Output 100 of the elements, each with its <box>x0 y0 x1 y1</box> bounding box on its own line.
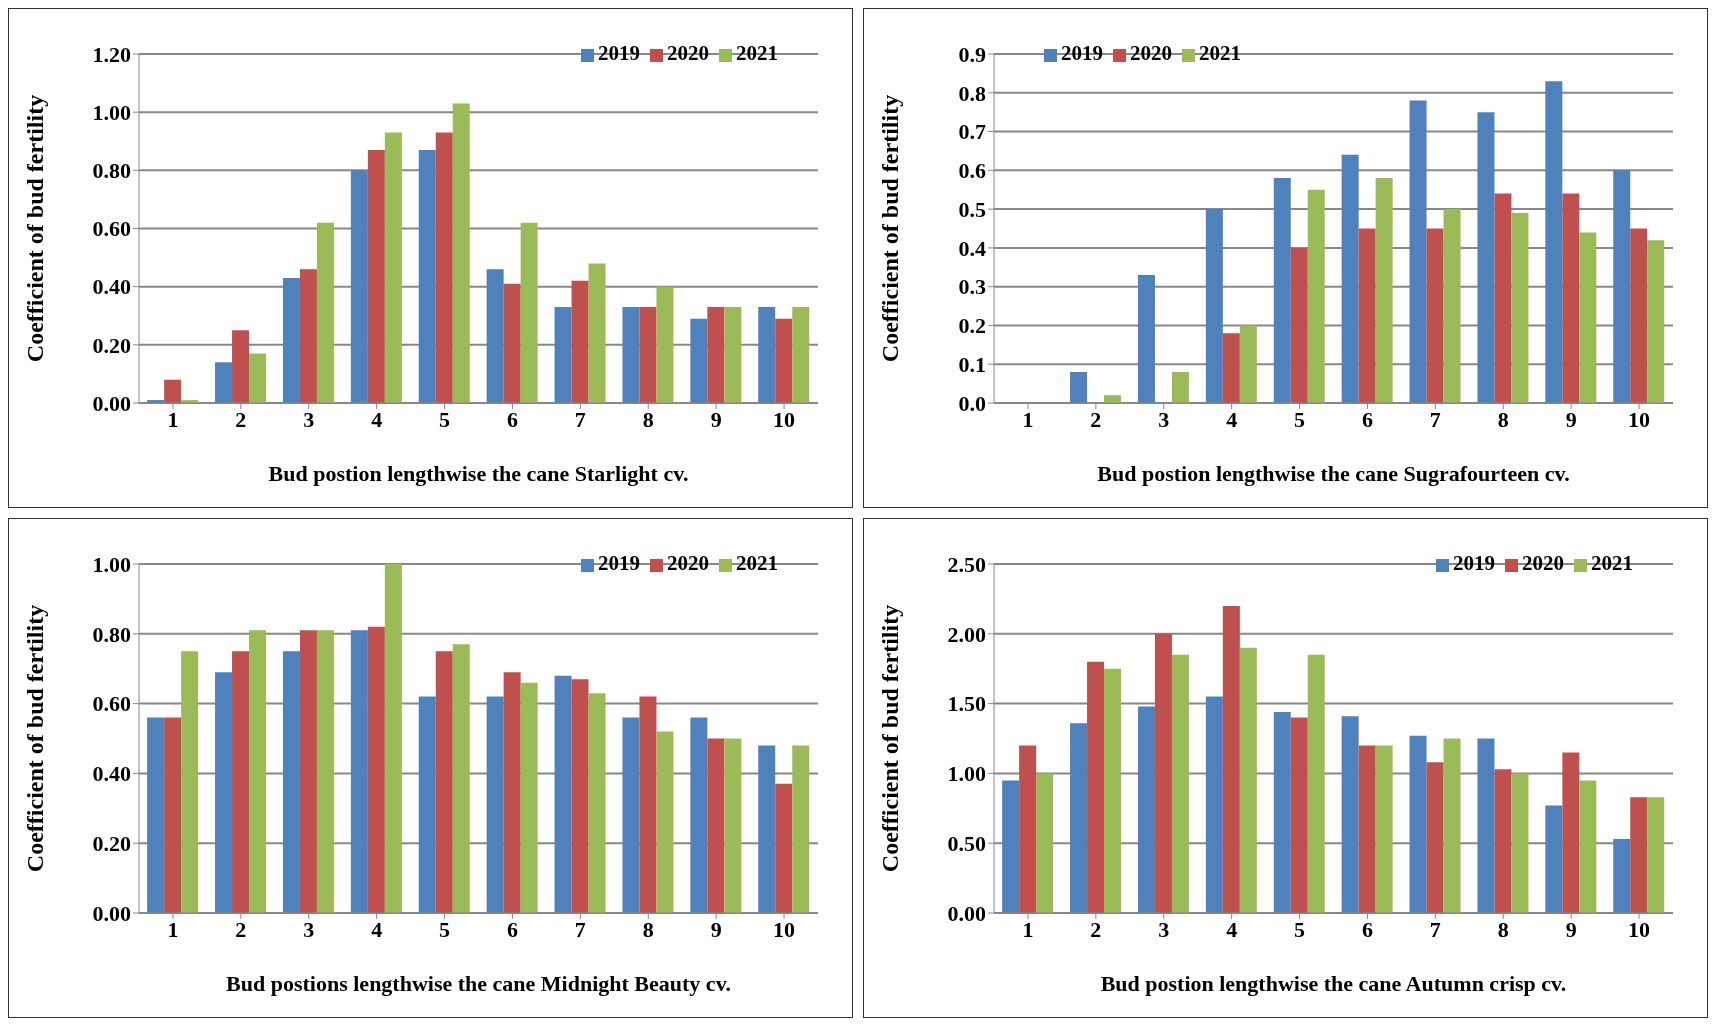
bar <box>452 644 470 913</box>
bar <box>588 263 606 403</box>
x-tick-label: 5 <box>1294 406 1306 432</box>
bar <box>1273 178 1291 403</box>
bar <box>724 738 742 913</box>
x-tick-label: 10 <box>1628 406 1651 432</box>
x-tick-label: 2 <box>235 406 247 432</box>
y-tick-label: 1.00 <box>92 551 131 577</box>
bar <box>554 307 572 403</box>
x-tick-label: 4 <box>371 916 383 942</box>
bar <box>1545 805 1563 913</box>
bar <box>571 679 589 913</box>
y-axis-title: Coefficient of bud fertility <box>876 94 903 363</box>
bar <box>1562 752 1580 913</box>
bar <box>367 149 385 403</box>
bar <box>1222 333 1240 403</box>
x-tick-label: 2 <box>1090 916 1102 942</box>
bar <box>775 783 793 913</box>
y-tick-label: 2.00 <box>947 621 986 647</box>
bar <box>1358 228 1376 403</box>
bar <box>1070 723 1088 913</box>
x-axis-title: Bud postion lengthwise the cane Sugrafourteen cv. <box>1097 461 1570 486</box>
bar <box>316 222 334 403</box>
x-tick-label: 10 <box>773 406 796 432</box>
bar <box>758 307 776 403</box>
x-tick-label: 10 <box>1628 916 1651 942</box>
y-tick-label: 0.5 <box>958 196 986 222</box>
bar <box>232 330 250 403</box>
bar <box>1409 100 1427 403</box>
bar <box>1070 371 1088 403</box>
x-tick-label: 3 <box>303 916 315 942</box>
bar <box>1579 232 1597 403</box>
bar <box>1171 654 1189 913</box>
bar <box>1375 745 1393 913</box>
bar <box>215 672 233 913</box>
y-tick-label: 0.0 <box>958 390 986 416</box>
bar <box>1647 797 1665 913</box>
bar <box>1545 81 1563 403</box>
bar <box>1426 228 1444 403</box>
bar <box>1341 154 1359 403</box>
bar <box>622 717 640 913</box>
y-tick-label: 0.3 <box>958 274 986 300</box>
y-tick-label: 0.7 <box>958 119 986 145</box>
bar <box>1171 371 1189 403</box>
bar <box>1104 395 1122 403</box>
x-tick-label: 3 <box>1158 916 1170 942</box>
bar <box>299 269 317 403</box>
y-tick-label: 0.20 <box>92 332 131 358</box>
bar <box>452 103 470 403</box>
bar <box>1019 745 1037 913</box>
bar <box>1443 209 1461 403</box>
bar <box>1239 325 1257 403</box>
bar <box>350 170 368 403</box>
bar <box>1036 773 1054 913</box>
y-tick-label: 0.50 <box>947 831 986 857</box>
bar <box>1477 738 1495 913</box>
bar <box>724 307 742 403</box>
x-tick-label: 8 <box>1497 406 1509 432</box>
legend-label: 2021 <box>736 551 778 575</box>
x-tick-label: 9 <box>1565 406 1577 432</box>
bar <box>1562 193 1580 403</box>
bar <box>1307 189 1325 403</box>
bar <box>1137 275 1155 403</box>
y-axis-title: Coefficient of bud fertility <box>21 94 48 363</box>
bar <box>249 630 267 913</box>
legend-label: 2020 <box>667 551 709 575</box>
legend-label: 2019 <box>1453 551 1495 575</box>
bar <box>486 696 504 913</box>
bar <box>435 651 453 913</box>
bar <box>1137 706 1155 913</box>
x-tick-label: 9 <box>710 916 722 942</box>
x-tick-label: 6 <box>506 406 518 432</box>
x-tick-label: 7 <box>1429 406 1441 432</box>
bar <box>1341 716 1359 913</box>
x-tick-label: 2 <box>235 916 247 942</box>
bar <box>181 651 199 913</box>
bar <box>707 307 725 403</box>
bar <box>249 353 267 403</box>
x-tick-label: 5 <box>1294 916 1306 942</box>
x-tick-label: 4 <box>371 406 383 432</box>
bar <box>503 672 521 913</box>
bar <box>215 362 233 403</box>
x-tick-label: 10 <box>773 916 796 942</box>
bar <box>1477 112 1495 403</box>
bar <box>690 717 708 913</box>
x-tick-label: 4 <box>1226 406 1238 432</box>
bar <box>1239 647 1257 913</box>
x-tick-label: 5 <box>439 916 451 942</box>
bar <box>418 696 436 913</box>
bar <box>384 132 402 403</box>
bar <box>232 651 250 913</box>
x-tick-label: 3 <box>1158 406 1170 432</box>
y-tick-label: 0.8 <box>958 80 986 106</box>
bar <box>1222 605 1240 913</box>
y-tick-label: 1.50 <box>947 691 986 717</box>
x-axis-title: Bud postions lengthwise the cane Midnight Beauty cv. <box>226 971 731 996</box>
bar <box>1409 735 1427 913</box>
bar <box>1579 780 1597 913</box>
y-axis-title: Coefficient of bud fertility <box>876 604 903 873</box>
bar <box>1443 738 1461 913</box>
